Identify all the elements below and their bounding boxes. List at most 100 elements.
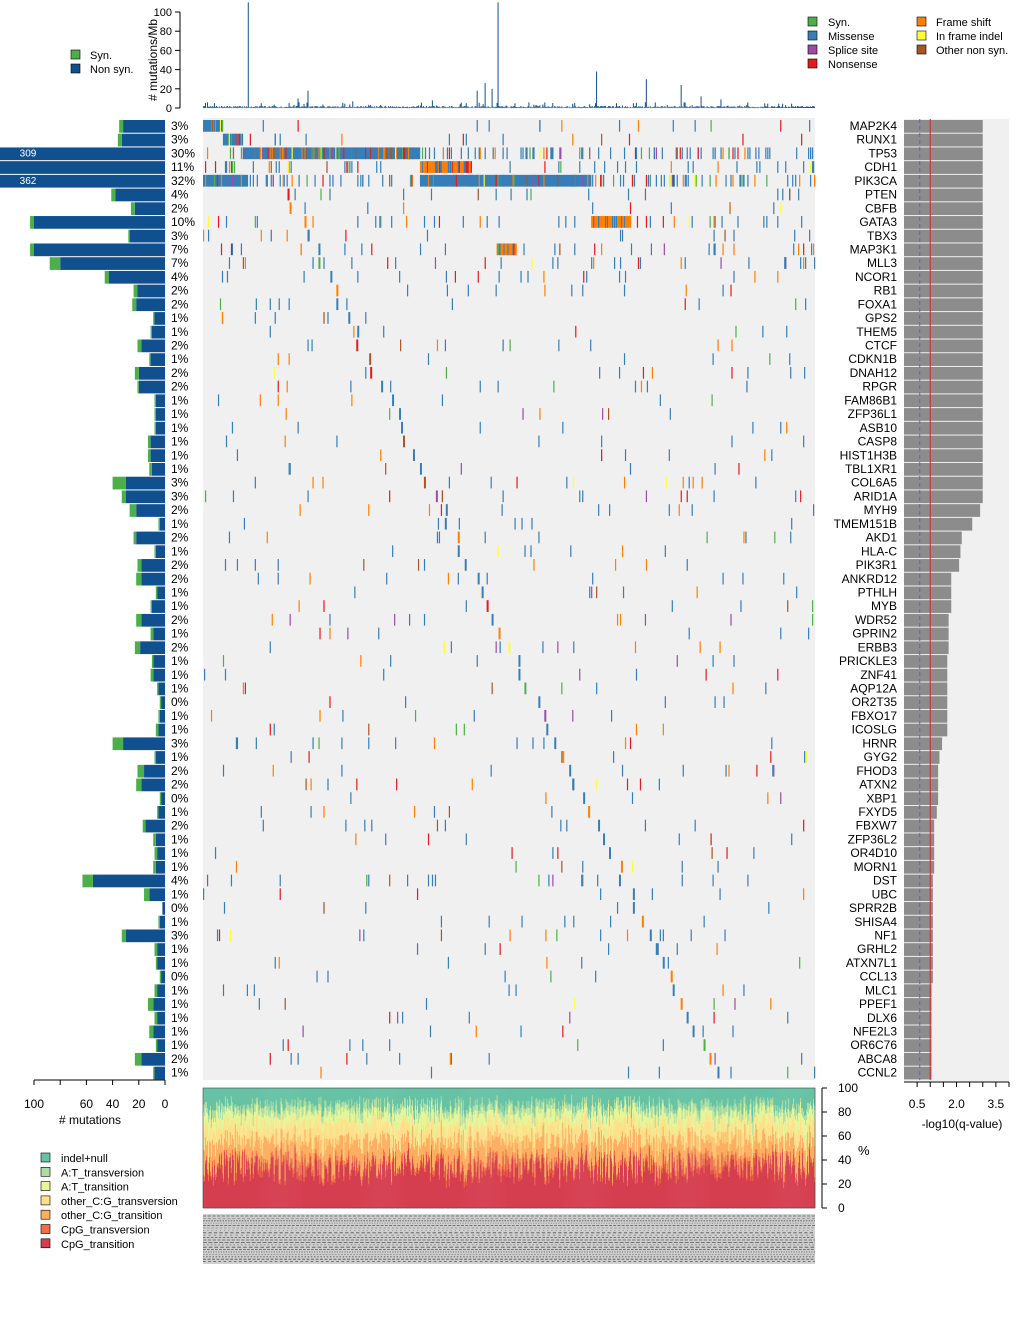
percent-label-ERBB3: 2% xyxy=(171,640,189,654)
spectrum-segment xyxy=(449,1123,452,1138)
spectrum-segment xyxy=(237,1110,240,1125)
spectrum-segment xyxy=(393,1103,395,1114)
rate-bar xyxy=(284,106,286,108)
oncoprint-cell xyxy=(562,751,565,763)
spectrum-segment xyxy=(331,1088,333,1113)
spectrum-segment xyxy=(431,1174,434,1209)
spectrum-segment xyxy=(303,1181,305,1209)
rate-bar xyxy=(253,106,255,108)
rate-bar xyxy=(312,106,314,108)
oncoprint-cell xyxy=(522,408,524,420)
oncoprint-cell xyxy=(336,435,338,448)
rate-bar xyxy=(742,107,744,108)
oncoprint-cell xyxy=(785,161,787,173)
spectrum-segment xyxy=(396,1114,398,1130)
percent-label-ANKRD12: 2% xyxy=(171,572,189,586)
oncoprint-cell xyxy=(244,147,247,160)
rate-bar xyxy=(437,106,439,108)
oncoprint-cell xyxy=(508,243,510,256)
oncoprint-cell xyxy=(753,847,755,859)
gene-bar-syn xyxy=(30,216,34,229)
oncoprint-cell xyxy=(659,394,661,407)
spectrum-segment xyxy=(313,1115,315,1125)
spectrum-segment xyxy=(307,1105,309,1112)
spectrum-segment xyxy=(297,1101,299,1116)
spectrum-segment xyxy=(428,1088,431,1101)
rate-bar xyxy=(596,71,598,108)
spectrum-segment xyxy=(330,1162,332,1209)
spectrum-segment xyxy=(500,1122,502,1146)
gene-bar-syn xyxy=(159,696,162,709)
spectrum-segment xyxy=(346,1109,348,1121)
oncoprint-cell xyxy=(681,860,683,873)
oncoprint-cell xyxy=(204,120,207,132)
spectrum-segment xyxy=(266,1162,268,1209)
oncoprint-cell xyxy=(378,627,380,640)
spectrum-segment xyxy=(527,1107,529,1116)
spectrum-segment xyxy=(484,1175,486,1209)
spectrum-segment xyxy=(462,1129,464,1166)
oncoprint-cell xyxy=(203,888,205,901)
oncoprint-cell xyxy=(210,174,213,187)
rate-bar xyxy=(512,106,514,108)
spectrum-segment xyxy=(467,1113,469,1120)
spectrum-segment xyxy=(350,1107,352,1114)
spectrum-segment xyxy=(361,1088,363,1112)
oncoprint-cell xyxy=(289,613,291,626)
spectrum-segment xyxy=(433,1139,436,1150)
rate-bar xyxy=(732,106,734,108)
spectrum-segment xyxy=(431,1167,434,1175)
spectrum-segment xyxy=(212,1109,215,1123)
oncoprint-cell xyxy=(452,174,455,187)
oncoprint-cell xyxy=(589,147,591,160)
rate-bar xyxy=(711,106,713,108)
oncoprint-cell xyxy=(618,366,621,379)
oncoprint-cell xyxy=(290,1052,292,1065)
oncoprint-cell xyxy=(239,133,242,146)
oncoprint-cell xyxy=(734,147,736,160)
rate-bar xyxy=(409,107,411,108)
oncoprint-cell xyxy=(368,147,370,160)
rate-bar xyxy=(260,103,262,108)
oncoprint-cell xyxy=(468,161,470,173)
spectrum-segment xyxy=(498,1113,500,1122)
oncoprint-cell xyxy=(465,174,468,187)
significance-bar xyxy=(904,353,983,366)
spectrum-segment xyxy=(258,1136,260,1158)
rate-bar xyxy=(269,106,271,108)
spectrum-segment xyxy=(209,1110,212,1120)
rate-bar xyxy=(619,107,621,108)
oncoprint-cell xyxy=(734,998,736,1010)
spectrum-segment xyxy=(524,1124,526,1149)
spectrum-segment xyxy=(381,1110,383,1120)
spectrum-segment xyxy=(371,1088,373,1104)
oncoprint-cell xyxy=(413,147,416,160)
oncoprint-cell xyxy=(402,1011,404,1024)
spectrum-segment xyxy=(332,1114,334,1126)
spectrum-segment xyxy=(314,1111,316,1127)
oncoprint-cell xyxy=(366,874,368,887)
oncoprint-cell xyxy=(423,559,426,571)
spectrum-segment xyxy=(309,1088,311,1102)
rate-bar xyxy=(605,106,607,108)
spectrum-segment xyxy=(365,1088,367,1101)
spectrum-segment xyxy=(430,1106,433,1130)
spectrum-segment xyxy=(495,1137,497,1152)
spectrum-segment xyxy=(528,1107,530,1120)
rate-bar xyxy=(566,106,568,108)
spectrum-segment xyxy=(257,1169,259,1175)
spectrum-segment xyxy=(318,1103,320,1116)
oncoprint-cell xyxy=(516,174,518,187)
spectrum-segment xyxy=(480,1159,482,1163)
spectrum-segment xyxy=(434,1088,437,1100)
spectrum-segment xyxy=(485,1156,487,1169)
spectrum-segment xyxy=(406,1115,408,1123)
spectrum-segment xyxy=(282,1119,284,1131)
spectrum-segment xyxy=(513,1176,515,1184)
rate-bar xyxy=(780,107,782,108)
oncoprint-cell xyxy=(437,517,440,530)
spectrum-segment xyxy=(418,1170,421,1209)
oncoprint-cell xyxy=(228,531,231,544)
oncoprint-cell xyxy=(307,147,309,160)
spectrum-segment xyxy=(319,1174,321,1184)
